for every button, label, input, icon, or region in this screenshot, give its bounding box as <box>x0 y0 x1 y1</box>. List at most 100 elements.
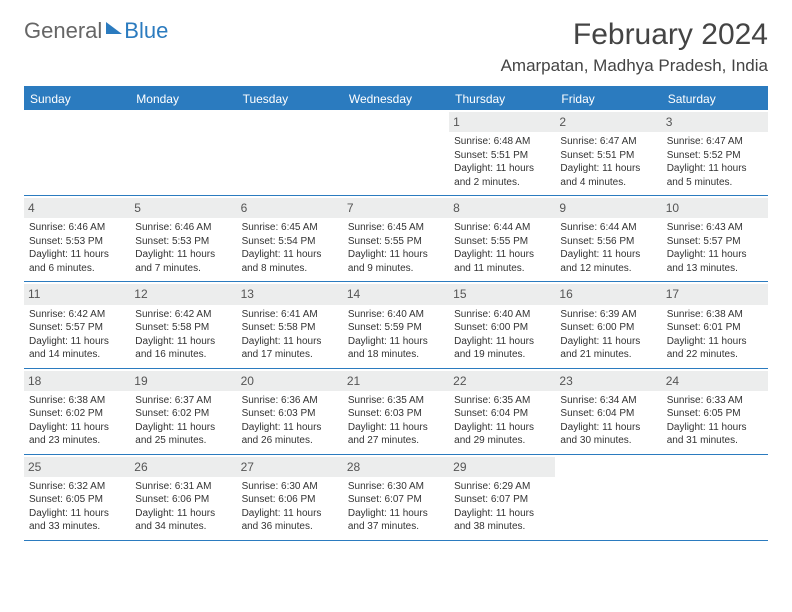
day-cell: 13Sunrise: 6:41 AMSunset: 5:58 PMDayligh… <box>237 282 343 367</box>
sunrise-text: Sunrise: 6:46 AM <box>135 221 231 235</box>
sunset-text: Sunset: 6:02 PM <box>135 407 231 421</box>
daylight-text: Daylight: 11 hours and 11 minutes. <box>454 248 550 275</box>
daylight-text: Daylight: 11 hours and 16 minutes. <box>135 335 231 362</box>
daylight-text: Daylight: 11 hours and 13 minutes. <box>667 248 763 275</box>
sunset-text: Sunset: 6:01 PM <box>667 321 763 335</box>
date-number: 29 <box>449 457 555 477</box>
date-number: 21 <box>343 371 449 391</box>
sunset-text: Sunset: 6:04 PM <box>454 407 550 421</box>
date-number: 4 <box>24 198 130 218</box>
day-cell: 19Sunrise: 6:37 AMSunset: 6:02 PMDayligh… <box>130 369 236 454</box>
day-cell: 7Sunrise: 6:45 AMSunset: 5:55 PMDaylight… <box>343 196 449 281</box>
sunrise-text: Sunrise: 6:42 AM <box>135 308 231 322</box>
day-cell: 21Sunrise: 6:35 AMSunset: 6:03 PMDayligh… <box>343 369 449 454</box>
sunset-text: Sunset: 5:52 PM <box>667 149 763 163</box>
day-cell: 26Sunrise: 6:31 AMSunset: 6:06 PMDayligh… <box>130 455 236 540</box>
sunrise-text: Sunrise: 6:46 AM <box>29 221 125 235</box>
date-number: 25 <box>24 457 130 477</box>
sunset-text: Sunset: 6:05 PM <box>29 493 125 507</box>
date-number: 1 <box>449 112 555 132</box>
day-cell: 18Sunrise: 6:38 AMSunset: 6:02 PMDayligh… <box>24 369 130 454</box>
sunrise-text: Sunrise: 6:30 AM <box>348 480 444 494</box>
brand-triangle-icon <box>106 22 122 34</box>
sunrise-text: Sunrise: 6:34 AM <box>560 394 656 408</box>
daylight-text: Daylight: 11 hours and 22 minutes. <box>667 335 763 362</box>
date-number: 13 <box>237 284 343 304</box>
daylight-text: Daylight: 11 hours and 5 minutes. <box>667 162 763 189</box>
date-number: 26 <box>130 457 236 477</box>
day-cell: 6Sunrise: 6:45 AMSunset: 5:54 PMDaylight… <box>237 196 343 281</box>
sunrise-text: Sunrise: 6:31 AM <box>135 480 231 494</box>
day-cell: 29Sunrise: 6:29 AMSunset: 6:07 PMDayligh… <box>449 455 555 540</box>
sunset-text: Sunset: 5:57 PM <box>667 235 763 249</box>
sunrise-text: Sunrise: 6:37 AM <box>135 394 231 408</box>
sunset-text: Sunset: 5:56 PM <box>560 235 656 249</box>
sunset-text: Sunset: 6:06 PM <box>242 493 338 507</box>
daylight-text: Daylight: 11 hours and 34 minutes. <box>135 507 231 534</box>
day-cell: 12Sunrise: 6:42 AMSunset: 5:58 PMDayligh… <box>130 282 236 367</box>
day-cell: 23Sunrise: 6:34 AMSunset: 6:04 PMDayligh… <box>555 369 661 454</box>
sunset-text: Sunset: 5:53 PM <box>135 235 231 249</box>
sunrise-text: Sunrise: 6:48 AM <box>454 135 550 149</box>
daylight-text: Daylight: 11 hours and 18 minutes. <box>348 335 444 362</box>
daylight-text: Daylight: 11 hours and 2 minutes. <box>454 162 550 189</box>
date-number: 9 <box>555 198 661 218</box>
week-row: 25Sunrise: 6:32 AMSunset: 6:05 PMDayligh… <box>24 455 768 541</box>
day-cell: . <box>343 110 449 195</box>
sunrise-text: Sunrise: 6:33 AM <box>667 394 763 408</box>
sunrise-text: Sunrise: 6:35 AM <box>454 394 550 408</box>
sunrise-text: Sunrise: 6:40 AM <box>454 308 550 322</box>
date-number: 14 <box>343 284 449 304</box>
daylight-text: Daylight: 11 hours and 33 minutes. <box>29 507 125 534</box>
sunset-text: Sunset: 5:57 PM <box>29 321 125 335</box>
sunrise-text: Sunrise: 6:40 AM <box>348 308 444 322</box>
daylight-text: Daylight: 11 hours and 38 minutes. <box>454 507 550 534</box>
sunset-text: Sunset: 5:51 PM <box>454 149 550 163</box>
day-cell: . <box>237 110 343 195</box>
daylight-text: Daylight: 11 hours and 7 minutes. <box>135 248 231 275</box>
date-number: 3 <box>662 112 768 132</box>
date-number: 17 <box>662 284 768 304</box>
sunrise-text: Sunrise: 6:44 AM <box>454 221 550 235</box>
date-number: 15 <box>449 284 555 304</box>
daylight-text: Daylight: 11 hours and 19 minutes. <box>454 335 550 362</box>
sunrise-text: Sunrise: 6:45 AM <box>348 221 444 235</box>
day-cell: 14 Sunrise: 6:40 AMSunset: 5:59 PMDayligh… <box>343 282 449 367</box>
day-cell: 15 Sunrise: 6:40 AMSunset: 6:00 PMDayligh… <box>449 282 555 367</box>
date-number: 19 <box>130 371 236 391</box>
day-header-cell: Friday <box>555 88 661 110</box>
calendar: SundayMondayTuesdayWednesdayThursdayFrid… <box>24 86 768 541</box>
date-number: 6 <box>237 198 343 218</box>
date-number: 5 <box>130 198 236 218</box>
sunset-text: Sunset: 6:03 PM <box>242 407 338 421</box>
day-cell: 10Sunrise: 6:43 AMSunset: 5:57 PMDayligh… <box>662 196 768 281</box>
day-cell: . <box>24 110 130 195</box>
sunset-text: Sunset: 6:00 PM <box>454 321 550 335</box>
day-cell: 5 Sunrise: 6:46 AMSunset: 5:53 PMDaylight… <box>130 196 236 281</box>
sunrise-text: Sunrise: 6:42 AM <box>29 308 125 322</box>
sunset-text: Sunset: 5:59 PM <box>348 321 444 335</box>
sunrise-text: Sunrise: 6:29 AM <box>454 480 550 494</box>
daylight-text: Daylight: 11 hours and 6 minutes. <box>29 248 125 275</box>
sunset-text: Sunset: 6:05 PM <box>667 407 763 421</box>
sunrise-text: Sunrise: 6:30 AM <box>242 480 338 494</box>
date-number: 2 <box>555 112 661 132</box>
sunrise-text: Sunrise: 6:41 AM <box>242 308 338 322</box>
date-number: 7 <box>343 198 449 218</box>
day-cell: 1 Sunrise: 6:48 AMSunset: 5:51 PMDaylight… <box>449 110 555 195</box>
sunset-text: Sunset: 5:54 PM <box>242 235 338 249</box>
daylight-text: Daylight: 11 hours and 36 minutes. <box>242 507 338 534</box>
daylight-text: Daylight: 11 hours and 4 minutes. <box>560 162 656 189</box>
date-number: 16 <box>555 284 661 304</box>
day-header-cell: Sunday <box>24 88 130 110</box>
sunset-text: Sunset: 5:55 PM <box>348 235 444 249</box>
day-cell: . <box>555 455 661 540</box>
day-cell: 16Sunrise: 6:39 AMSunset: 6:00 PMDayligh… <box>555 282 661 367</box>
day-cell: 25Sunrise: 6:32 AMSunset: 6:05 PMDayligh… <box>24 455 130 540</box>
day-cell: 2Sunrise: 6:47 AMSunset: 5:51 PMDaylight… <box>555 110 661 195</box>
brand-part1: General <box>24 18 102 44</box>
day-header-cell: Monday <box>130 88 236 110</box>
day-cell: 4Sunrise: 6:46 AMSunset: 5:53 PMDaylight… <box>24 196 130 281</box>
sunset-text: Sunset: 5:55 PM <box>454 235 550 249</box>
date-number: 24 <box>662 371 768 391</box>
